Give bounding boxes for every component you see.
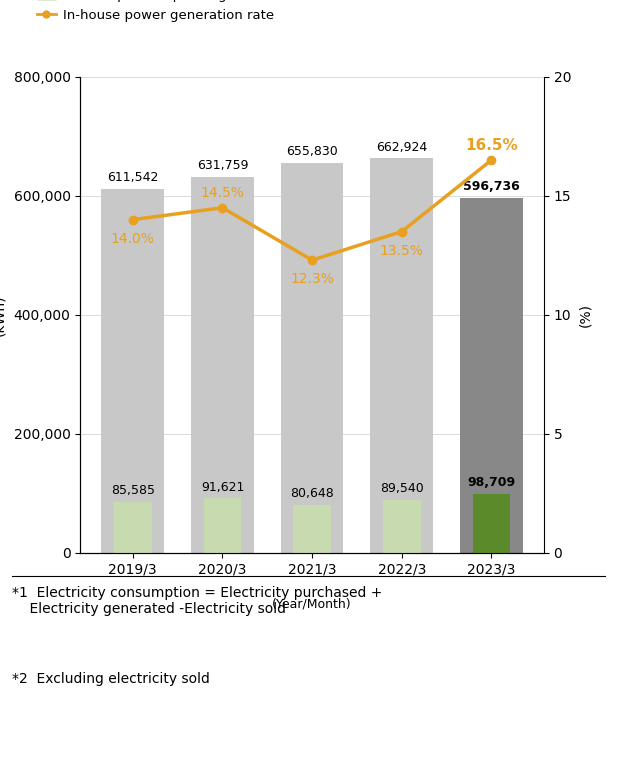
Text: 12.3%: 12.3% (290, 272, 334, 286)
Bar (101, 189, 164, 553)
Text: 14.5%: 14.5% (200, 187, 244, 200)
Bar (383, 500, 421, 553)
Bar (294, 505, 331, 553)
Bar (203, 498, 241, 553)
Text: 662,924: 662,924 (376, 141, 428, 154)
Text: 631,759: 631,759 (197, 159, 248, 172)
Bar (370, 158, 433, 553)
Text: 16.5%: 16.5% (465, 138, 518, 154)
Text: 655,830: 655,830 (286, 145, 338, 158)
X-axis label: (Year/Month): (Year/Month) (273, 598, 352, 611)
Bar (114, 502, 151, 553)
Text: 85,585: 85,585 (111, 485, 154, 497)
Text: 98,709: 98,709 (467, 476, 515, 489)
Text: 13.5%: 13.5% (380, 243, 424, 257)
Bar (281, 163, 344, 553)
Text: 14.0%: 14.0% (111, 232, 154, 246)
Text: 611,542: 611,542 (107, 171, 158, 184)
Bar (460, 198, 523, 553)
Text: 91,621: 91,621 (201, 481, 244, 494)
Legend: Electricity consumptio*¹, Consumption of power generated in-house*², In-house po: Electricity consumptio*¹, Consumption of… (32, 0, 366, 27)
Bar (473, 495, 510, 553)
Y-axis label: (%): (%) (578, 303, 592, 327)
Text: *2  Excluding electricity sold: *2 Excluding electricity sold (12, 672, 210, 686)
Text: *1  Electricity consumption = Electricity purchased +
    Electricity generated : *1 Electricity consumption = Electricity… (12, 586, 383, 616)
Y-axis label: (kWh): (kWh) (0, 294, 7, 336)
Text: 80,648: 80,648 (290, 487, 334, 500)
Text: 596,736: 596,736 (463, 180, 520, 193)
Text: 89,540: 89,540 (380, 482, 423, 495)
Bar (191, 177, 254, 553)
